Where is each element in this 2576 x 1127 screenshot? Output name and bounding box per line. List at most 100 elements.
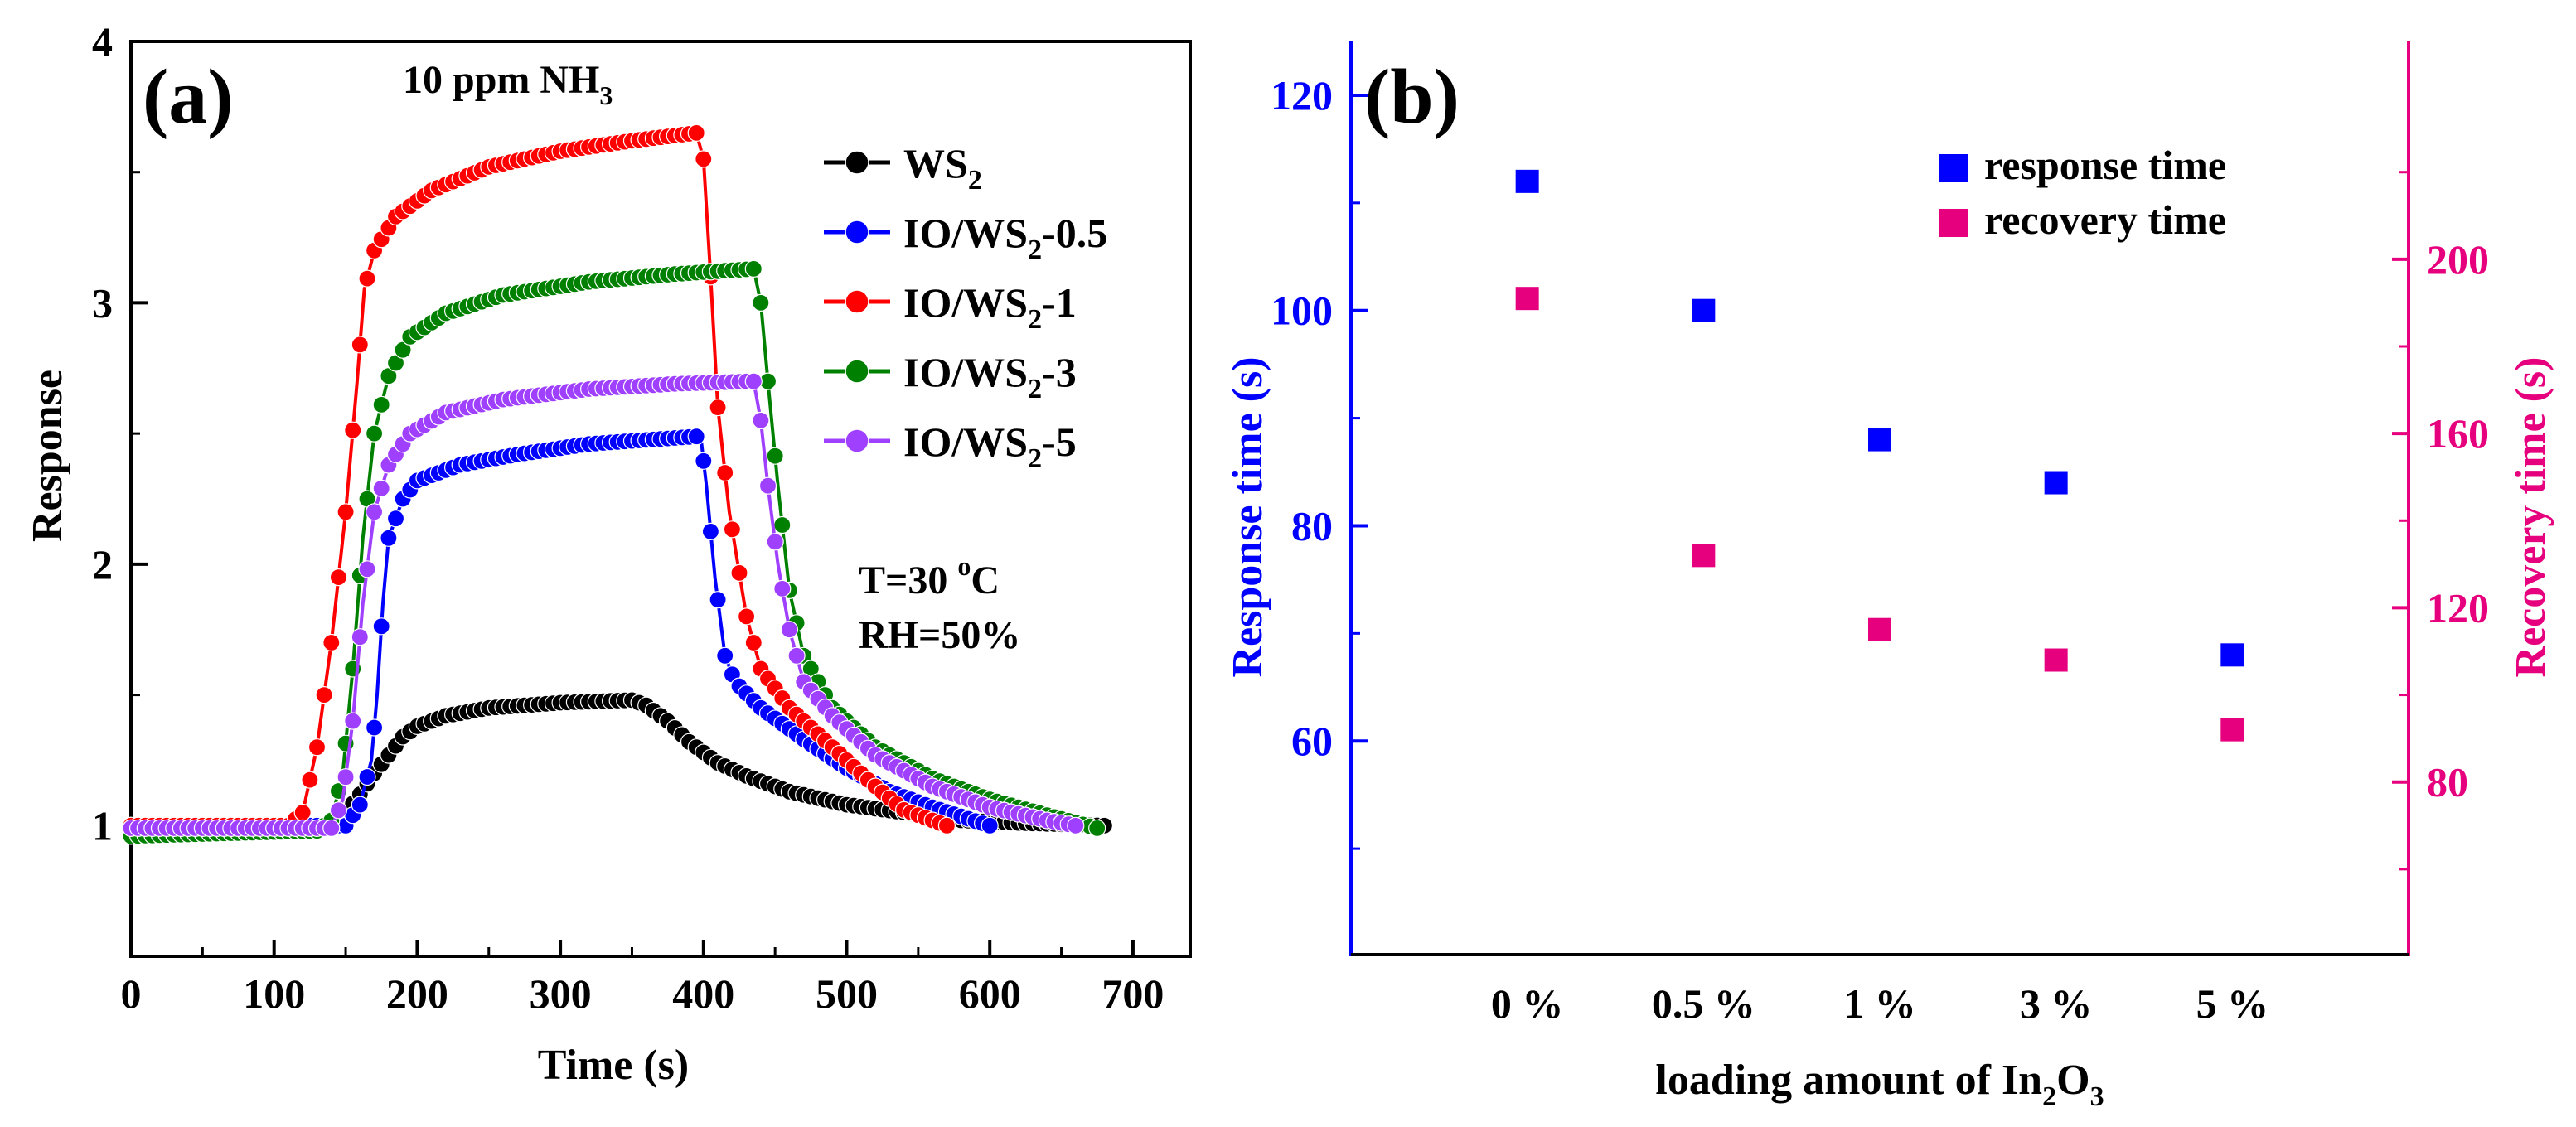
series-marker [329, 801, 347, 820]
x-category-label: 1 % [1843, 980, 1916, 1027]
series-marker [773, 515, 792, 534]
legend-label: IO/WS2-0.5 [903, 210, 1107, 265]
y-tick-label: 1 [92, 802, 113, 849]
series-marker [1067, 816, 1085, 834]
legend-recovery-time-marker [1939, 209, 1968, 237]
series-marker [386, 510, 405, 528]
panel-a-chart: 0 100 200 300 400 500 600 700 1 2 3 4 (a) 10 ppm NH… [24, 18, 1192, 1089]
x-tick-label: 0 [121, 970, 142, 1017]
series-marker [380, 529, 398, 547]
series-marker [337, 503, 355, 521]
response-time-point [2220, 643, 2244, 667]
legend-label: IO/WS2-1 [903, 279, 1077, 335]
series-marker [758, 476, 777, 495]
panel-b-label: (b) [1364, 54, 1460, 140]
series-marker [730, 564, 748, 583]
x-tick-label: 500 [816, 970, 878, 1017]
x-tick-label: 100 [243, 970, 305, 1017]
response-time-point [2044, 471, 2068, 495]
series-marker [695, 150, 713, 168]
series-marker [766, 447, 784, 465]
panel-a-label: (a) [143, 54, 234, 140]
left-y-tick-label: 120 [1271, 72, 1333, 119]
series-marker [1088, 819, 1106, 838]
series-marker [744, 633, 763, 652]
legend-response-time-marker [1939, 154, 1968, 182]
series-marker [709, 591, 727, 609]
right-y-tick-label: 80 [2427, 759, 2468, 805]
panel-a-humidity: RH=50% [859, 613, 1020, 657]
x-category-label: 3 % [2020, 980, 2093, 1027]
series-line [131, 131, 948, 828]
series-marker [351, 336, 369, 354]
right-y-tick-label: 200 [2427, 236, 2489, 283]
panel-a-series [122, 123, 1114, 845]
series-marker [723, 520, 742, 539]
series-marker [366, 424, 384, 443]
panel-a-condition: 10 ppm NH3 [403, 58, 613, 110]
recovery-time-point [2044, 648, 2068, 672]
y-tick-label: 2 [92, 541, 113, 588]
right-y-tick-label: 120 [2427, 584, 2489, 631]
recovery-time-point [1692, 544, 1716, 568]
panel-b-axes: 60 80 100 120 80 120 160 200 0 % 0.5 % 1 % 3 % 5 % [1271, 72, 2489, 1027]
series-marker [752, 411, 770, 429]
series-marker [937, 816, 956, 834]
series-marker [737, 607, 756, 626]
series-marker [701, 522, 720, 541]
right-y-tick-label: 160 [2427, 410, 2489, 457]
left-y-tick-label: 60 [1291, 718, 1333, 764]
y-tick-label: 4 [92, 18, 113, 65]
series-marker [372, 395, 390, 414]
panel-a-temperature: T=30 oC [859, 551, 1000, 602]
x-category-label: 0.5 % [1652, 980, 1755, 1027]
panel-a-axes: 0 100 200 300 400 500 600 700 1 2 3 4 [92, 18, 1164, 1017]
series-marker [366, 718, 384, 737]
series-marker [344, 712, 362, 730]
left-y-tick-label: 100 [1271, 288, 1333, 334]
response-time-point [1515, 169, 1539, 193]
series-marker [372, 479, 390, 498]
x-tick-label: 600 [959, 970, 1021, 1017]
series-marker [358, 269, 376, 288]
recovery-time-point [1868, 617, 1891, 641]
x-category-label: 5 % [2196, 980, 2269, 1027]
series-marker [322, 633, 341, 652]
panel-b-right-y-axis-title: Recovery time (s) [2507, 357, 2554, 678]
series-marker [752, 293, 770, 312]
recovery-time-point [2220, 718, 2244, 742]
legend-label: IO/WS2-5 [903, 418, 1077, 474]
series-marker [787, 646, 806, 665]
x-tick-label: 700 [1102, 970, 1164, 1017]
series-marker [307, 738, 327, 757]
series-marker [687, 123, 705, 142]
legend-label: IO/WS2-3 [903, 349, 1077, 404]
series-marker [329, 568, 347, 587]
series-marker [744, 372, 763, 390]
panel-b-chart: 60 80 100 120 80 120 160 200 0 % 0.5 % 1 % 3 % 5 % (… [1224, 41, 2554, 1112]
legend-marker [845, 289, 869, 314]
panel-b-points [1515, 169, 2244, 742]
panel-b-left-y-axis-title: Response time (s) [1224, 356, 1271, 677]
series-marker [337, 768, 355, 786]
series-marker [344, 421, 362, 439]
series-marker [351, 796, 369, 814]
x-tick-label: 200 [386, 970, 448, 1017]
legend-marker [845, 359, 869, 384]
series-marker [981, 816, 999, 834]
x-category-label: 0 % [1491, 980, 1564, 1027]
series-marker [358, 767, 376, 786]
series-marker [780, 621, 799, 639]
recovery-time-point [1515, 287, 1539, 311]
response-time-point [1868, 428, 1891, 452]
legend-label: WS2 [903, 140, 982, 196]
x-tick-label: 300 [530, 970, 592, 1017]
series-marker [695, 452, 713, 470]
series-marker [716, 463, 734, 482]
legend-response-time-label: response time [1984, 142, 2226, 188]
response-time-point [1692, 298, 1716, 322]
legend-marker [845, 428, 869, 453]
panel-a-legend: WS2 IO/WS2-0.5 IO/WS2-1 IO/WS2-3 IO/WS2-5 [824, 140, 1107, 474]
panel-a-x-axis-title: Time (s) [538, 1042, 689, 1089]
